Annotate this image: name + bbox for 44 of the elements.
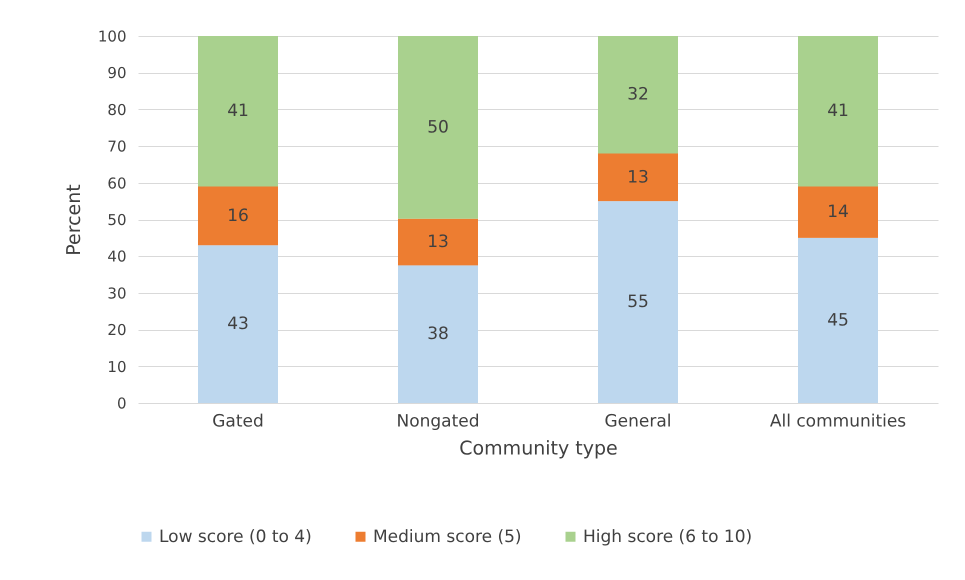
- x-tick-label: Gated: [212, 412, 264, 432]
- data-label: 38: [427, 324, 449, 344]
- y-tick-label: 20: [107, 321, 126, 340]
- y-tick-label: 30: [107, 284, 126, 302]
- y-tick-label: 10: [107, 358, 126, 376]
- y-tick-label: 100: [98, 28, 126, 46]
- x-tick-label: All communities: [770, 412, 906, 432]
- bar: [598, 153, 678, 202]
- y-tick-label: 80: [107, 100, 126, 119]
- data-label: 55: [627, 292, 649, 312]
- bar: [798, 238, 878, 403]
- bar: [798, 186, 878, 238]
- legend-label: High score (6 to 10): [583, 526, 752, 547]
- data-label: 13: [427, 232, 449, 252]
- legend-label: Medium score (5): [373, 526, 522, 547]
- y-tick-label: 40: [107, 248, 126, 266]
- data-label: 41: [827, 101, 849, 122]
- y-tick-label: 70: [107, 138, 126, 156]
- bar: [198, 245, 278, 403]
- data-label: 45: [827, 310, 849, 330]
- y-axis-title: Percent: [62, 184, 85, 256]
- x-tick-label: General: [604, 412, 672, 432]
- bar: [598, 36, 678, 154]
- data-label: 14: [827, 202, 849, 222]
- y-tick-label: 0: [116, 394, 126, 412]
- x-tick-label: Nongated: [396, 412, 480, 432]
- data-label: 13: [627, 167, 649, 188]
- y-tick-label: 60: [107, 174, 126, 192]
- bar: [398, 265, 478, 403]
- data-label: 32: [627, 84, 649, 105]
- data-label: 16: [227, 206, 249, 226]
- data-label: 41: [227, 101, 249, 122]
- bar: [798, 36, 878, 186]
- bar: [398, 218, 478, 266]
- y-tick-label: 90: [107, 64, 126, 82]
- bar: [398, 36, 478, 219]
- legend-label: Low score (0 to 4): [159, 526, 312, 547]
- bar: [598, 201, 678, 403]
- bar: [198, 186, 278, 246]
- data-label: 50: [427, 117, 449, 138]
- bar: [198, 36, 278, 186]
- x-axis-title: Community type: [459, 438, 618, 460]
- y-tick-label: 50: [107, 211, 126, 229]
- data-label: 43: [227, 314, 249, 334]
